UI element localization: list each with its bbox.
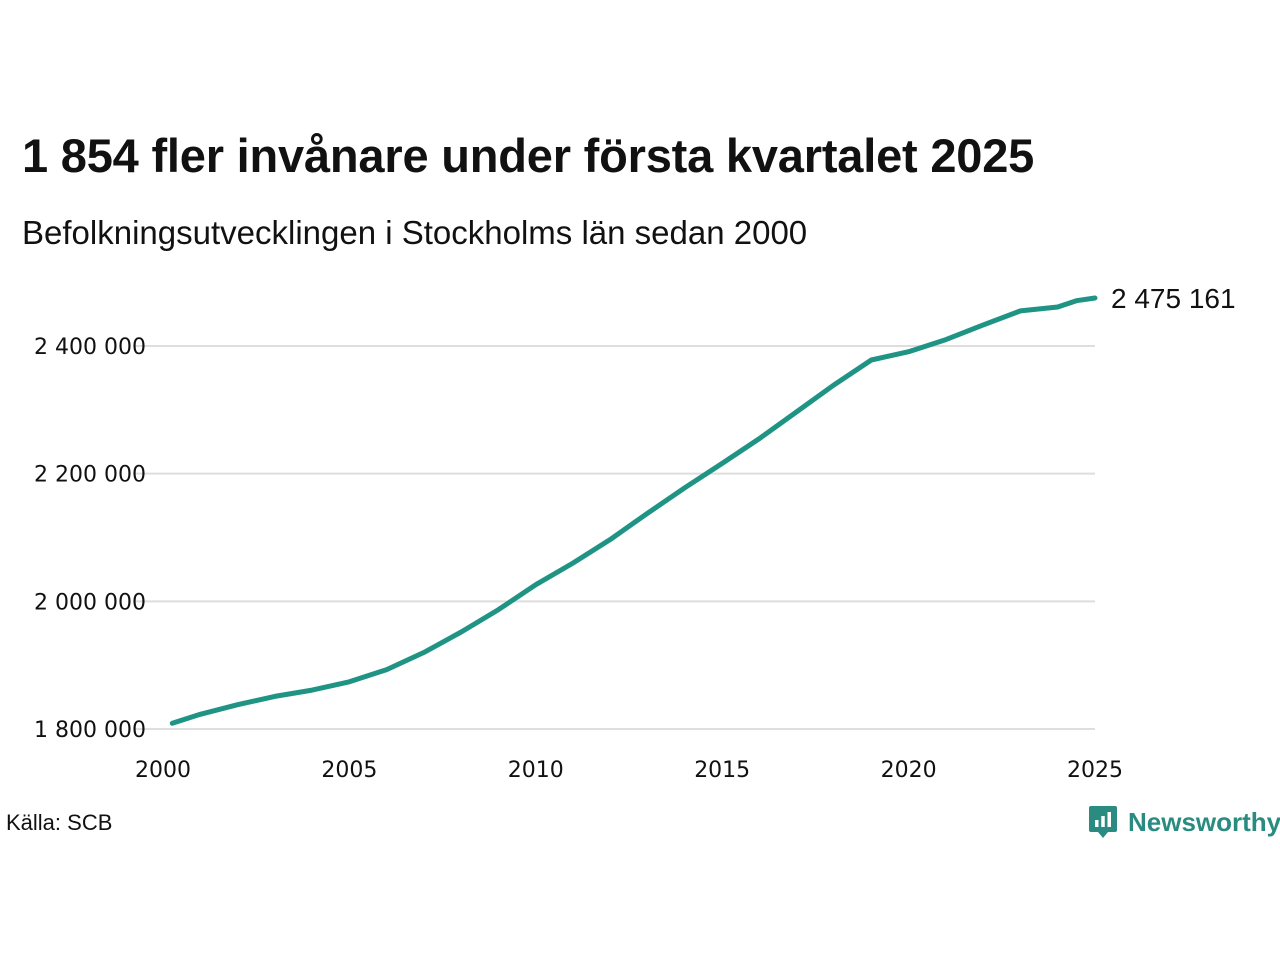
series-layer (169, 295, 1098, 726)
x-tick-label: 2020 (881, 758, 937, 783)
grid-lines (135, 344, 1095, 730)
end-value-label: 2 475 161 (1111, 283, 1236, 314)
y-tick-label: 2 400 000 (34, 335, 146, 360)
y-tick-label: 2 000 000 (34, 590, 146, 615)
brand-logo[interactable]: Newsworthy (1088, 804, 1280, 840)
x-tick-label: 2025 (1067, 758, 1123, 783)
series-line (169, 295, 1098, 726)
y-tick-label: 1 800 000 (34, 718, 146, 743)
source-note: Källa: SCB (6, 810, 113, 835)
bar-chart-speech-bubble-icon (1089, 806, 1117, 838)
x-tick-label: 2010 (508, 758, 564, 783)
chart-subtitle: Befolkningsutvecklingen i Stockholms län… (22, 214, 808, 251)
x-tick-label: 2005 (321, 758, 377, 783)
y-axis-labels: 1 800 000 2 000 000 2 200 000 2 400 000 (34, 335, 146, 743)
chart-title: 1 854 fler invånare under första kvartal… (22, 129, 1035, 182)
x-tick-label: 2015 (694, 758, 750, 783)
brand-name: Newsworthy (1128, 806, 1280, 837)
x-tick-label: 2000 (135, 758, 191, 783)
y-tick-label: 2 200 000 (34, 463, 146, 488)
x-axis-labels: 2000 2005 2010 2015 2020 2025 (135, 758, 1123, 783)
